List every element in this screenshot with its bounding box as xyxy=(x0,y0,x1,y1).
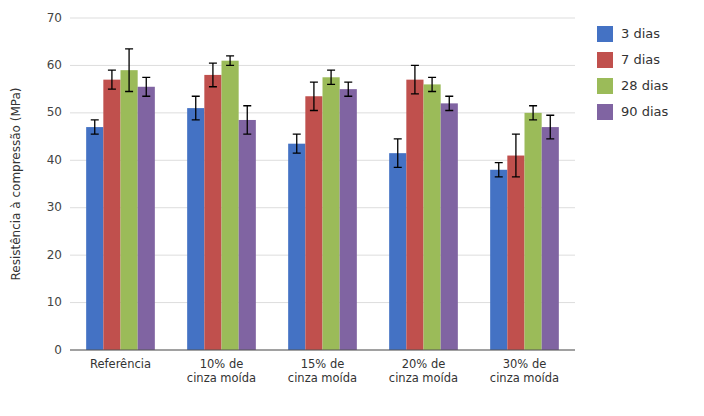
error-bar xyxy=(394,139,402,167)
x-axis-line xyxy=(70,350,575,351)
y-tick-label: 30 xyxy=(47,200,62,214)
error-bar xyxy=(226,56,234,65)
error-bar xyxy=(327,70,335,84)
bar xyxy=(340,89,357,350)
y-tick-label: 20 xyxy=(47,248,62,262)
error-bar xyxy=(192,96,200,120)
legend-swatch xyxy=(597,78,613,94)
x-tick-label-line: 15% de xyxy=(301,357,345,371)
x-tick-label-line: Referência xyxy=(90,357,151,371)
series xyxy=(103,63,524,350)
y-tick-label: 50 xyxy=(47,105,62,119)
error-bar xyxy=(142,77,150,96)
chart: 0 10 20 30 40 50 60 70 Resistência à compressão … xyxy=(0,0,704,416)
chart-container: 0 10 20 30 40 50 60 70 Resistência à compressão … xyxy=(0,0,704,416)
bar xyxy=(187,108,204,350)
bar xyxy=(542,127,559,350)
bar xyxy=(525,113,542,350)
grid xyxy=(70,18,575,350)
bar xyxy=(507,156,524,350)
bar xyxy=(288,144,305,350)
bar xyxy=(103,80,120,350)
x-tick-label: Referência xyxy=(90,357,151,371)
bar xyxy=(204,75,221,350)
legend-label: 90 dias xyxy=(621,104,669,119)
x-tick-label-line: 30% de xyxy=(503,357,547,371)
x-tick-label-line: cinza moída xyxy=(490,371,559,385)
error-bar xyxy=(243,106,251,134)
error-bar xyxy=(91,120,99,134)
series xyxy=(121,49,542,350)
bar xyxy=(121,70,138,350)
x-tick-label-line: cinza moída xyxy=(187,371,256,385)
x-tick-label-line: 20% de xyxy=(402,357,446,371)
legend-swatch xyxy=(597,26,613,42)
legend-label: 28 dias xyxy=(621,78,669,93)
bar xyxy=(389,153,406,350)
error-bar xyxy=(445,96,453,110)
bar xyxy=(323,77,340,350)
legend-swatch xyxy=(597,52,613,68)
bar xyxy=(305,96,322,350)
x-tick-label: 20% decinza moída xyxy=(389,357,458,385)
error-bar xyxy=(428,77,436,91)
y-tick-label: 0 xyxy=(54,343,62,357)
error-bar xyxy=(344,82,352,96)
series xyxy=(138,77,559,350)
x-tick-label-line: cinza moída xyxy=(389,371,458,385)
bar xyxy=(222,61,239,350)
marks xyxy=(86,49,559,350)
error-bar xyxy=(108,70,116,89)
bar xyxy=(490,170,507,350)
bar xyxy=(424,84,441,350)
legend: 3 dias 7 dias 28 dias 90 dias xyxy=(597,26,669,121)
grid-line xyxy=(70,18,575,19)
grid-line xyxy=(70,350,575,351)
bar xyxy=(86,127,103,350)
legend-swatch xyxy=(597,104,613,120)
error-bar xyxy=(293,134,301,153)
legend-label: 7 dias xyxy=(621,52,660,67)
bar xyxy=(441,103,458,350)
bar xyxy=(239,120,256,350)
y-tick-label: 60 xyxy=(47,58,62,72)
error-bar xyxy=(546,115,554,139)
error-bar xyxy=(209,63,217,87)
y-tick-label: 70 xyxy=(47,11,62,25)
x-tick-label-line: cinza moída xyxy=(288,371,357,385)
x-tick-label: 10% decinza moída xyxy=(187,357,256,385)
y-axis-label: Resistência à compressão (MPa) xyxy=(9,87,23,280)
bar xyxy=(406,80,423,350)
y-tick-label: 40 xyxy=(47,153,62,167)
bar xyxy=(138,87,155,350)
error-bar xyxy=(310,82,318,110)
error-bar xyxy=(495,163,503,177)
grid-line xyxy=(70,65,575,66)
error-bar xyxy=(512,134,520,177)
error-bar xyxy=(529,106,537,120)
legend-label: 3 dias xyxy=(621,26,660,41)
error-bar xyxy=(125,49,133,92)
y-tick-label: 10 xyxy=(47,295,62,309)
x-tick-label: 30% decinza moída xyxy=(490,357,559,385)
x-tick-label: 15% decinza moída xyxy=(288,357,357,385)
x-tick-label-line: 10% de xyxy=(200,357,244,371)
error-bar xyxy=(411,65,419,93)
